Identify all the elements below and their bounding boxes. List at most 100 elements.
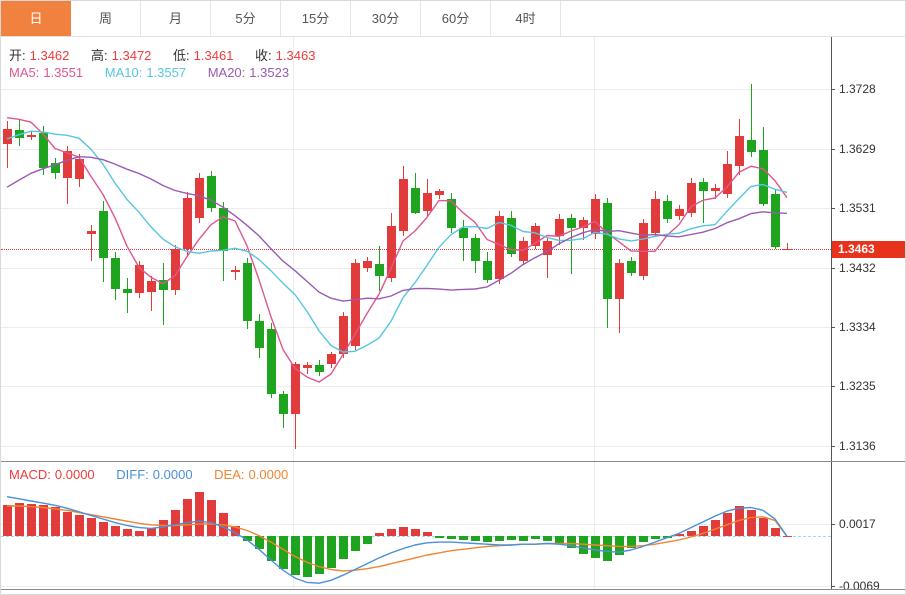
candlestick-up (687, 183, 696, 214)
candle-wick (763, 126, 764, 206)
close-value: 1.3463 (275, 48, 316, 63)
ohlc-legend: 开: 1.3462 高: 1.3472 低: 1.3461 收: 1.3463 (9, 45, 319, 64)
candlestick-up (579, 220, 588, 228)
diff-label: DIFF: (116, 467, 149, 482)
candlestick-up (327, 354, 336, 364)
timeframe-tab-1[interactable]: 日 (1, 1, 71, 36)
macd-bar-up (123, 529, 132, 537)
macd-bar-up (747, 510, 756, 537)
macd-bar-up (75, 515, 84, 537)
candle-wick (307, 361, 308, 374)
macd-bar-down (435, 536, 444, 538)
candlestick-down (771, 193, 780, 247)
candle-wick (139, 261, 140, 298)
macd-bar-down (603, 536, 612, 561)
ma10-value: 1.3557 (146, 65, 187, 80)
candle-wick (319, 360, 320, 377)
y-axis-label: 1.3432 (839, 261, 876, 275)
macd-bar-down (519, 536, 528, 541)
candle-wick (535, 223, 536, 250)
candlestick-up (363, 260, 372, 269)
candle-wick (379, 245, 380, 291)
candlestick-up (555, 219, 564, 237)
candlestick-up (675, 209, 684, 217)
macd-bar-up (27, 503, 36, 537)
timeframe-tab-7[interactable]: 60分 (421, 1, 491, 36)
macd-bar-up (231, 526, 240, 537)
candlestick-down (39, 133, 48, 168)
last-price-line (1, 249, 831, 250)
macd-bar-down (447, 536, 456, 540)
candlestick-up (63, 151, 72, 179)
timeframe-tab-6[interactable]: 30分 (351, 1, 421, 36)
candlestick-up (591, 198, 600, 235)
macd-bar-down (339, 536, 348, 560)
candle-wick (583, 216, 584, 240)
macd-bar-down (303, 536, 312, 577)
candlestick-down (483, 260, 492, 280)
candle-wick (355, 259, 356, 351)
candlestick-up (171, 249, 180, 291)
y-axis-label: 1.3629 (839, 142, 876, 156)
candlestick-down (243, 263, 252, 322)
candlestick-up (435, 190, 444, 196)
candle-wick (247, 257, 248, 329)
candle-wick (499, 211, 500, 284)
macd-bar-down (651, 536, 660, 540)
candlestick-down (123, 289, 132, 293)
candle-wick (259, 313, 260, 358)
candle-wick (271, 322, 272, 399)
candlestick-down (99, 211, 108, 259)
candle-wick (103, 201, 104, 282)
candlestick-up (27, 134, 36, 137)
macd-bar-up (195, 492, 204, 537)
candle-wick (79, 154, 80, 187)
candle-wick (67, 146, 68, 205)
macd-bar-down (627, 536, 636, 548)
candlestick-up (147, 280, 156, 292)
macd-bar-up (51, 507, 60, 537)
candlestick-up (291, 363, 300, 415)
timeframe-tab-8[interactable]: 4时 (491, 1, 561, 36)
y-axis-label: 1.3531 (839, 201, 876, 215)
macd-bar-up (183, 498, 192, 537)
candle-wick (199, 173, 200, 224)
candle-wick (475, 233, 476, 273)
candle-wick (643, 219, 644, 280)
candlestick-up (195, 178, 204, 219)
candle-wick (151, 275, 152, 311)
candle-wick (691, 177, 692, 217)
candle-wick (559, 214, 560, 245)
candle-wick (19, 119, 20, 146)
macd-bar-down (567, 536, 576, 548)
timeframe-tab-5[interactable]: 15分 (281, 1, 351, 36)
macd-bar-up (207, 500, 216, 537)
candlestick-up (423, 193, 432, 211)
ma5-line (6, 117, 788, 383)
timeframe-tab-4[interactable]: 5分 (211, 1, 281, 36)
timeframe-tab-2[interactable]: 周 (71, 1, 141, 36)
candlestick-up (87, 231, 96, 235)
close-label: 收: (255, 48, 272, 63)
candlestick-up (783, 248, 792, 250)
candlestick-up (399, 178, 408, 232)
candlestick-down (411, 187, 420, 214)
candlestick-up (183, 197, 192, 250)
macd-bar-up (675, 534, 684, 537)
candlestick-down (255, 321, 264, 349)
low-value: 1.3461 (193, 48, 234, 63)
macd-value: 0.0000 (54, 467, 95, 482)
macd-bar-down (243, 536, 252, 541)
candlestick-down (759, 149, 768, 205)
macd-bar-down (255, 536, 264, 550)
macd-bar-up (387, 529, 396, 537)
candlestick-down (447, 198, 456, 229)
timeframe-tab-3[interactable]: 月 (141, 1, 211, 36)
candlestick-up (519, 240, 528, 261)
dea-value: 0.0000 (248, 467, 289, 482)
macd-bar-up (783, 535, 792, 537)
dea-label: DEA: (214, 467, 245, 482)
open-label: 开: (9, 48, 26, 63)
